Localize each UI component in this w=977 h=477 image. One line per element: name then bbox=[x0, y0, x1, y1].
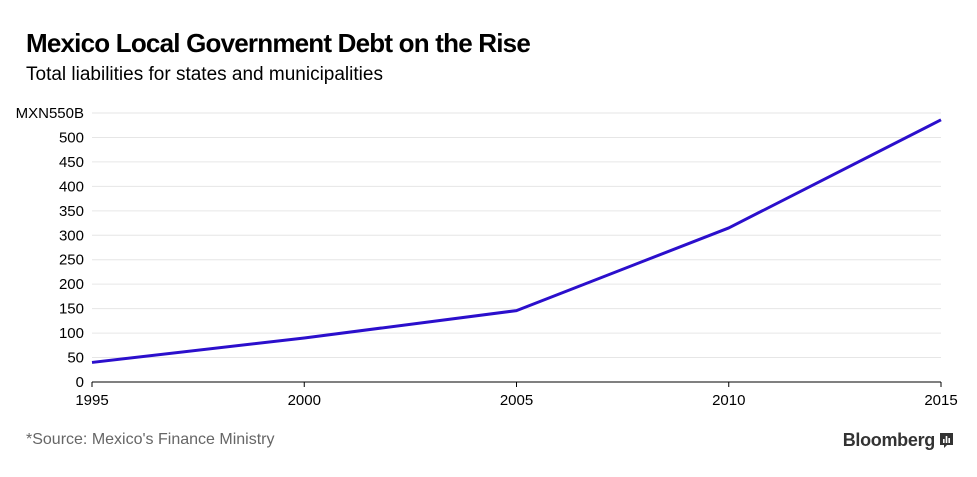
series-layer bbox=[91, 118, 942, 364]
x-tick-label: 2015 bbox=[924, 392, 957, 409]
y-tick-label: 100 bbox=[59, 325, 84, 342]
y-tick-label: 500 bbox=[59, 129, 84, 146]
y-tick-label: 250 bbox=[59, 252, 84, 269]
y-axis-ticks: 0 50 100 150 200 250 300 350 400 450 500 MXN550B bbox=[16, 105, 84, 391]
source-note: *Source: Mexico's Finance Ministry bbox=[26, 431, 275, 448]
chart-subtitle: Total liabilities for states and municip… bbox=[26, 64, 383, 85]
y-tick-label: 450 bbox=[59, 154, 84, 171]
series-line-0 bbox=[91, 118, 942, 364]
gridlines bbox=[92, 112, 941, 359]
y-tick-label: 0 bbox=[76, 374, 84, 391]
x-axis-ticks: 1995 2000 2005 2010 2015 bbox=[75, 381, 958, 409]
x-tick-label: 2005 bbox=[500, 392, 533, 409]
y-tick-label: 350 bbox=[59, 203, 84, 220]
y-tick-label: 200 bbox=[59, 276, 84, 293]
y-tick-label: 300 bbox=[59, 227, 84, 244]
bloomberg-chart-icon bbox=[940, 433, 953, 448]
x-tick-label: 2010 bbox=[712, 392, 745, 409]
x-tick-label: 2000 bbox=[288, 392, 321, 409]
brand-logo: Bloomberg bbox=[843, 430, 953, 451]
y-tick-label: 150 bbox=[59, 301, 84, 318]
x-tick-label: 1995 bbox=[75, 392, 108, 409]
chart-title: Mexico Local Government Debt on the Rise bbox=[26, 28, 531, 58]
y-tick-label: 50 bbox=[67, 350, 84, 367]
y-tick-label: 400 bbox=[59, 178, 84, 195]
y-tick-label: MXN550B bbox=[16, 105, 84, 122]
brand-name: Bloomberg bbox=[842, 430, 936, 450]
